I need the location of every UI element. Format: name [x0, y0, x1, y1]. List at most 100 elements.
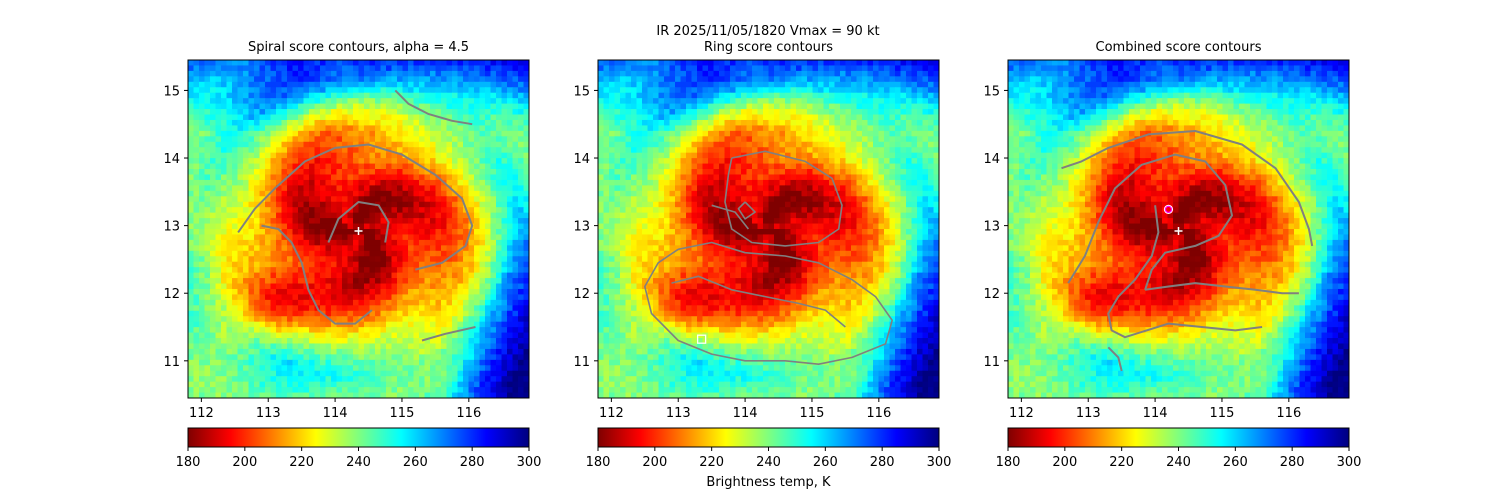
heatmap-cell [614, 103, 621, 110]
heatmap-cell [408, 332, 415, 339]
heatmap-cell [474, 392, 481, 398]
heatmap-cell [298, 310, 305, 317]
heatmap-cell [501, 370, 508, 377]
heatmap-cell [248, 310, 255, 317]
heatmap-cell [375, 256, 382, 263]
heatmap-cell [391, 359, 398, 366]
heatmap-cell [259, 185, 266, 192]
heatmap-cell [402, 87, 409, 94]
heatmap-cell [697, 81, 704, 88]
heatmap-cell [518, 114, 525, 121]
heatmap-cell [746, 114, 753, 121]
heatmap-cell [397, 114, 404, 121]
heatmap-cell [364, 81, 371, 88]
heatmap-cell [314, 261, 321, 268]
heatmap-cell [298, 316, 305, 323]
heatmap-cell [413, 196, 420, 203]
heatmap-cell [226, 256, 233, 263]
heatmap-cell [358, 348, 365, 355]
heatmap-cell [386, 392, 393, 398]
heatmap-cell [276, 354, 283, 361]
heatmap-cell [697, 76, 704, 83]
heatmap-cell [402, 261, 409, 268]
heatmap-cell [402, 387, 409, 394]
heatmap-cell [314, 70, 321, 77]
heatmap-cell [474, 136, 481, 143]
heatmap-cell [237, 332, 244, 339]
heatmap-cell [248, 207, 255, 214]
heatmap-cell [375, 332, 382, 339]
heatmap-cell [845, 87, 852, 94]
heatmap-cell [364, 223, 371, 230]
heatmap-cell [243, 376, 250, 383]
heatmap-cell [364, 245, 371, 252]
heatmap-cell [380, 327, 387, 334]
heatmap-cell [625, 119, 632, 127]
heatmap-cell [642, 114, 649, 121]
heatmap-cell [292, 87, 299, 94]
heatmap-cell [243, 119, 250, 127]
heatmap-cell [658, 98, 665, 105]
heatmap-cell [851, 60, 858, 67]
heatmap-cell [276, 114, 283, 121]
heatmap-cell [474, 381, 481, 388]
heatmap-cell [507, 239, 514, 246]
heatmap-cell [336, 310, 343, 317]
heatmap-cell [342, 152, 349, 159]
heatmap-cell [647, 141, 654, 148]
heatmap-cell [518, 212, 525, 219]
heatmap-cell [413, 299, 420, 306]
heatmap-cell [336, 283, 343, 290]
heatmap-cell [490, 316, 497, 323]
heatmap-cell [933, 136, 939, 143]
heatmap-cell [501, 299, 508, 306]
heatmap-cell [435, 81, 442, 88]
heatmap-cell [386, 343, 393, 350]
heatmap-cell [364, 321, 371, 328]
heatmap-cell [369, 234, 376, 241]
heatmap-cell [911, 147, 918, 154]
heatmap-cell [237, 223, 244, 230]
heatmap-cell [254, 338, 261, 345]
heatmap-cell [735, 125, 742, 132]
heatmap-cell [226, 267, 233, 274]
heatmap-cell [391, 283, 398, 290]
heatmap-cell [226, 212, 233, 219]
heatmap-cell [518, 332, 525, 339]
heatmap-cell [232, 158, 239, 165]
heatmap-cell [215, 114, 222, 121]
heatmap-cell [402, 376, 409, 383]
heatmap-cell [889, 70, 896, 77]
heatmap-cell [386, 365, 393, 372]
heatmap-cell [386, 98, 393, 105]
heatmap-cell [507, 376, 514, 383]
heatmap-cell [862, 130, 869, 137]
heatmap-cell [413, 81, 420, 88]
heatmap-cell [796, 98, 803, 105]
heatmap-cell [254, 103, 261, 110]
heatmap-cell [347, 234, 354, 241]
heatmap-cell [303, 65, 310, 72]
heatmap-cell [512, 359, 519, 366]
heatmap-cell [507, 218, 514, 225]
heatmap-cell [386, 125, 393, 132]
heatmap-cell [424, 158, 431, 165]
heatmap-cell [614, 98, 621, 105]
heatmap-cell [763, 152, 770, 159]
heatmap-cell [309, 348, 316, 355]
heatmap-cell [331, 245, 338, 252]
heatmap-cell [446, 381, 453, 388]
heatmap-cell [818, 136, 825, 143]
heatmap-cell [199, 152, 206, 159]
heatmap-cell [485, 239, 492, 246]
heatmap-cell [490, 370, 497, 377]
heatmap-cell [785, 141, 792, 148]
heatmap-cell [408, 359, 415, 366]
heatmap-cell [496, 98, 503, 105]
heatmap-cell [485, 109, 492, 116]
heatmap-cell [226, 381, 233, 388]
heatmap-cell [232, 174, 239, 181]
heatmap-cell [523, 332, 529, 339]
heatmap-cell [523, 119, 529, 127]
heatmap-cell [757, 109, 764, 116]
